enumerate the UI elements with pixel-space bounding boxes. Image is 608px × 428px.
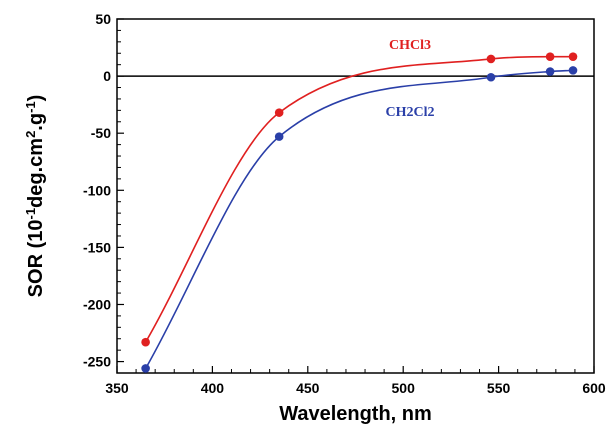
y-axis-title: SOR (10-1deg.cm2.g-1) xyxy=(23,95,48,298)
axis-ticks xyxy=(116,18,595,373)
y-tick-label: 50 xyxy=(95,11,111,27)
data-point-chcl3 xyxy=(486,54,496,64)
data-point-chcl3 xyxy=(274,108,284,117)
plot-frame xyxy=(116,18,595,374)
series-label-ch2cl2: CH2Cl2 xyxy=(386,105,435,120)
y-title-base: SOR (10 xyxy=(25,220,47,298)
x-axis-title: Wavelength, nm xyxy=(279,403,432,425)
y-title-exp1: -1 xyxy=(23,208,38,220)
x-tick-label: 400 xyxy=(201,380,225,396)
y-tick-label: -250 xyxy=(83,354,111,370)
data-point-ch2cl2 xyxy=(274,132,284,141)
data-point-ch2cl2 xyxy=(568,66,578,75)
series-line-ch2cl2 xyxy=(144,69,574,369)
y-tick-label: -200 xyxy=(83,296,111,312)
data-point-chcl3 xyxy=(568,52,578,61)
data-point-ch2cl2 xyxy=(486,72,496,82)
data-point-chcl3 xyxy=(545,52,555,61)
y-title-end: ) xyxy=(25,95,47,102)
y-tick-label: -50 xyxy=(91,125,111,141)
series-label-chcl3: CHCl3 xyxy=(389,38,431,53)
y-tick-label: -150 xyxy=(83,239,111,255)
y-title-mid: deg.cm xyxy=(25,138,47,208)
y-tick-label: -100 xyxy=(83,182,111,198)
x-tick-label: 500 xyxy=(392,380,416,396)
data-point-ch2cl2 xyxy=(545,67,555,76)
y-title-mid2: .g xyxy=(25,113,47,131)
y-title-exp2: 2 xyxy=(23,131,38,138)
series-line-chcl3 xyxy=(144,55,574,343)
data-point-chcl3 xyxy=(141,337,150,347)
series-group: CHCl3 CH2Cl2 xyxy=(141,38,578,373)
x-tick-label: 600 xyxy=(582,380,606,396)
x-tick-label: 450 xyxy=(296,380,320,396)
x-tick-label: 350 xyxy=(105,380,129,396)
y-tick-label: 0 xyxy=(103,68,111,84)
y-title-exp3: -1 xyxy=(23,101,38,113)
x-tick-label: 550 xyxy=(487,380,511,396)
data-point-ch2cl2 xyxy=(141,364,150,373)
